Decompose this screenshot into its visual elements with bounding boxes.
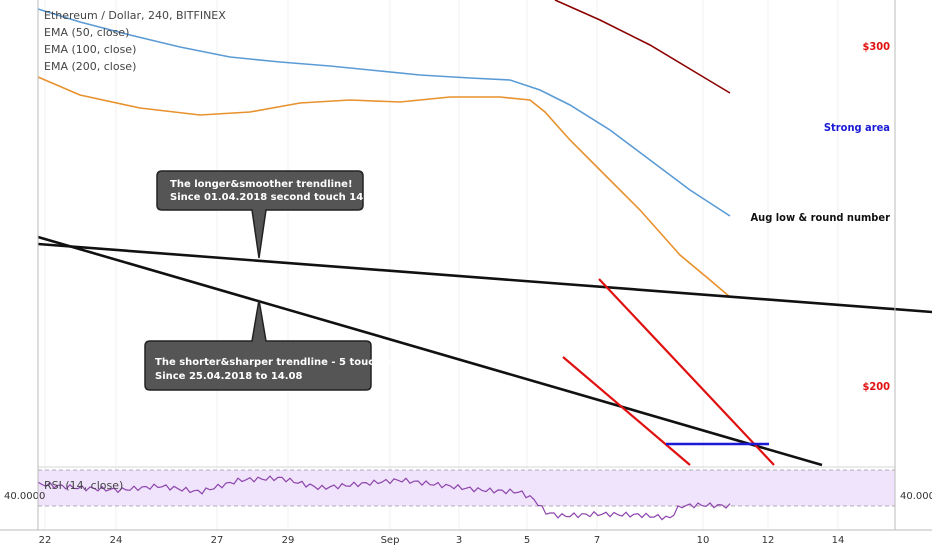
rsi-right-label: 40.0000: [900, 491, 932, 502]
descending-channel[interactable]: [562, 278, 775, 466]
long-trendline[interactable]: [37, 242, 932, 314]
callout-short-trendline: The shorter&sharper trendline - 5 touche…: [144, 299, 399, 391]
short-trendline[interactable]: [37, 235, 823, 467]
legend-ema-200[interactable]: EMA (200, close): [44, 60, 136, 73]
label-200: $200: [862, 380, 890, 393]
label-aug-low: Aug low & round number: [751, 211, 891, 224]
ema-50-line: [37, 76, 731, 298]
x-tick: 22: [39, 535, 52, 546]
ema-200-line: [554, 0, 731, 94]
x-tick: 3: [456, 535, 462, 546]
x-tick: 24: [110, 535, 123, 546]
x-tick: 10: [697, 535, 710, 546]
x-tick: 7: [594, 535, 600, 546]
callout-long-line-2: Since 01.04.2018 second touch 14.08: [170, 192, 381, 203]
x-tick: 12: [762, 535, 775, 546]
callout-short-line-1: The shorter&sharper trendline - 5 touche…: [155, 357, 399, 368]
x-tick: Sep: [381, 535, 400, 546]
ema-100-line: [37, 8, 731, 217]
rsi-level-label: 40.0000: [4, 491, 45, 502]
label-300: $300: [862, 40, 890, 53]
x-tick: 29: [282, 535, 295, 546]
x-tick: 27: [211, 535, 224, 546]
legend-ema-50[interactable]: EMA (50, close): [44, 26, 129, 39]
callout-long-trendline: The longer&smoother trendline! Since 01.…: [156, 170, 381, 259]
chart-title: Ethereum / Dollar, 240, BITFINEX: [44, 9, 226, 22]
rsi-pane[interactable]: RSI (14, close) 40.0000 40.0000: [4, 466, 932, 521]
rsi-line: [37, 475, 731, 521]
time-axis[interactable]: 22 24 27 29 Sep 3 5 7 10 12 14: [39, 535, 845, 546]
legend[interactable]: Ethereum / Dollar, 240, BITFINEX EMA (50…: [44, 9, 226, 73]
legend-ema-100[interactable]: EMA (100, close): [44, 43, 136, 56]
rsi-label: RSI (14, close): [44, 479, 123, 492]
label-strong-area: Strong area: [824, 121, 890, 134]
x-tick: 14: [832, 535, 845, 546]
grid: [44, 0, 839, 530]
callout-long-line-1: The longer&smoother trendline!: [170, 179, 353, 190]
x-tick: 5: [524, 535, 530, 546]
callout-short-line-2: Since 25.04.2018 to 14.08: [155, 371, 302, 382]
